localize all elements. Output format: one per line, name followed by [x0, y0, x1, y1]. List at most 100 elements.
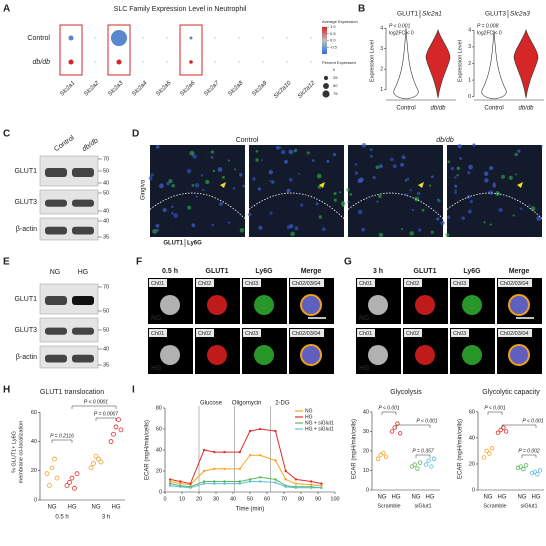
nucleus [210, 156, 214, 159]
nucleus [189, 150, 195, 156]
nucleus [436, 217, 440, 221]
fold-change: log2FC < 0 [389, 30, 414, 36]
channel-tag [498, 279, 532, 287]
channel-tag [290, 329, 324, 337]
nucleus [472, 143, 476, 147]
x-tick-label: 100 [330, 496, 339, 502]
nucleus [298, 172, 301, 176]
gene-label: Slc2a6 [179, 80, 197, 98]
p-value: P = 0.2116 [50, 433, 74, 439]
dot [238, 61, 240, 63]
cell [207, 345, 227, 365]
channel-tag [196, 329, 214, 337]
tissue-border [446, 192, 543, 219]
point [168, 484, 172, 487]
y-tick-label: 3 [468, 44, 471, 50]
nucleus [212, 169, 216, 173]
channel-tag [243, 329, 261, 337]
cell [301, 345, 321, 365]
point [248, 454, 252, 457]
point [383, 454, 389, 460]
nucleus [210, 150, 215, 154]
cell-overlay [508, 294, 530, 316]
point [532, 469, 537, 474]
p-value: P = 0.002 [518, 448, 540, 454]
time-label: 0.5 h [162, 268, 178, 275]
nucleus [255, 150, 259, 153]
x-tick-label: HG [392, 495, 401, 501]
nucleus [378, 194, 382, 199]
mw-label: 40 [103, 208, 109, 214]
point [537, 468, 543, 473]
injection-label: Glucose [200, 401, 223, 407]
point [69, 475, 75, 481]
nucleus [492, 183, 497, 188]
nucleus [409, 189, 412, 192]
nucleus [404, 179, 408, 182]
lane-label: HG [78, 269, 89, 276]
dot [262, 37, 264, 39]
point [202, 469, 206, 473]
nucleus [239, 173, 243, 177]
point [72, 485, 77, 491]
nucleus [375, 165, 380, 170]
point [310, 483, 313, 486]
y-tick-label: 40 [363, 409, 369, 415]
panel-title: Glycolysis [390, 389, 422, 396]
nucleus [195, 195, 198, 198]
channel-label: Ch03 [245, 281, 258, 287]
nucleus [317, 185, 322, 189]
nucleus [166, 181, 170, 186]
protein-label: β-actin [16, 354, 37, 361]
point [223, 480, 226, 483]
nucleus [332, 153, 337, 157]
nucleus [288, 177, 293, 182]
channel-tag [243, 279, 261, 287]
point [284, 469, 287, 473]
channel-tag [404, 329, 422, 337]
dot [286, 61, 288, 63]
y-tick-label: 2 [468, 61, 471, 67]
tissue-border [149, 192, 246, 219]
dot [166, 37, 168, 39]
mw-label: 40 [103, 180, 109, 186]
gene-label: Slc2a2 [83, 80, 101, 98]
region-label: Epi [205, 152, 213, 158]
nucleus [283, 159, 288, 164]
plot-title: Slc2a3 [510, 11, 530, 18]
point [274, 429, 277, 433]
nucleus [378, 164, 383, 169]
gene-label: Slc2a12 [297, 80, 317, 100]
x-tick-label: NG [484, 495, 493, 501]
micrograph [150, 145, 245, 237]
band [45, 199, 67, 207]
cell [509, 345, 529, 365]
point [202, 480, 206, 483]
nucleus [156, 228, 159, 232]
nucleus [436, 198, 440, 202]
gene-label: Slc2a8 [227, 80, 245, 98]
cell [160, 345, 180, 365]
nucleus [293, 149, 297, 153]
nucleus [201, 188, 205, 192]
point [274, 478, 277, 481]
point [74, 471, 80, 477]
band [45, 296, 67, 305]
point [67, 480, 72, 485]
region-label: Epi [502, 152, 510, 158]
point [168, 482, 172, 485]
row-label: Control [27, 35, 50, 42]
nucleus [459, 157, 463, 161]
point [98, 459, 104, 465]
channel-tag [498, 329, 532, 337]
mw-label: 35 [103, 234, 109, 240]
nucleus [232, 186, 236, 190]
y-tick-label: 0 [366, 487, 369, 493]
nucleus [286, 188, 291, 193]
nucleus [171, 212, 174, 215]
nucleus [186, 168, 192, 174]
panel-title: SLC Family Expression Level in Neutrophi… [114, 6, 247, 13]
nucleus [341, 204, 345, 207]
micrograph [249, 145, 344, 237]
nucleus [483, 221, 486, 224]
